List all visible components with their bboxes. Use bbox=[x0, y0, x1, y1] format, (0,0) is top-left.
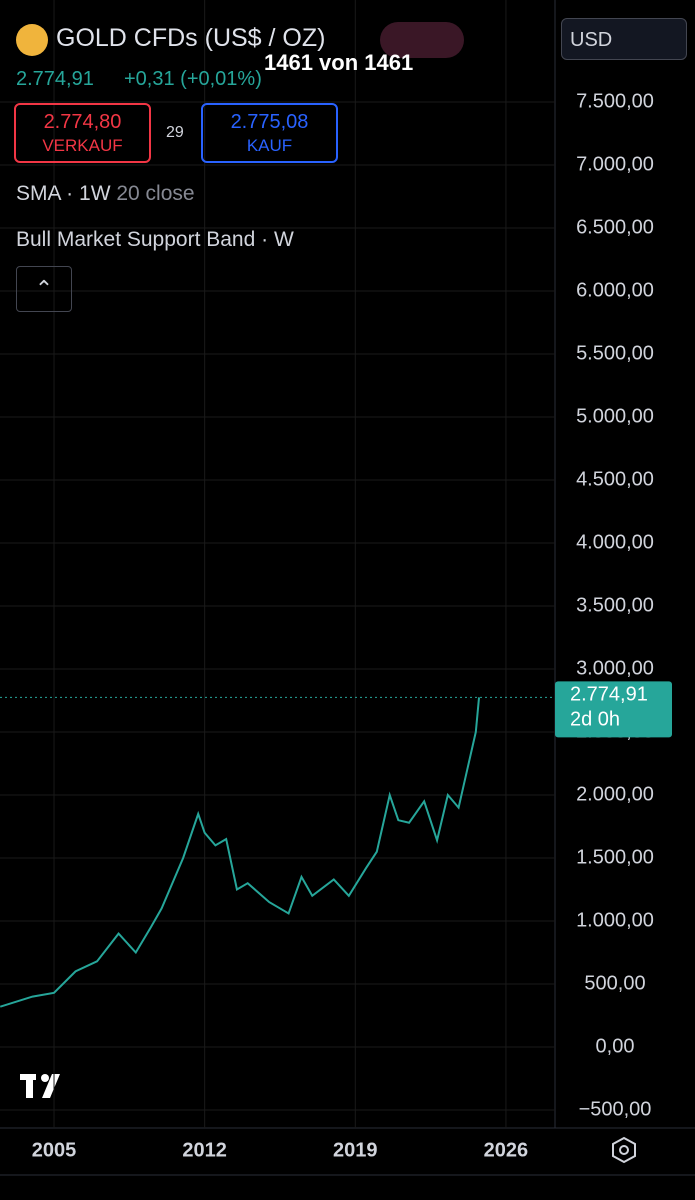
last-price-label: 2.774,91 bbox=[570, 684, 648, 706]
x-tick-label: 2019 bbox=[333, 1139, 378, 1161]
sell-price: 2.774,80 bbox=[43, 111, 122, 133]
y-tick-label: 3.000,00 bbox=[576, 657, 654, 679]
indicator-params: 20 close bbox=[116, 182, 195, 205]
y-tick-label: 5.500,00 bbox=[576, 342, 654, 364]
price-line bbox=[0, 697, 481, 1008]
currency-select[interactable]: USD bbox=[561, 18, 687, 60]
symbol-name[interactable]: GOLD CFDs (US$ / OZ) bbox=[56, 24, 326, 52]
y-tick-label: 7.000,00 bbox=[576, 153, 654, 175]
collapse-button[interactable]: ⌃ bbox=[16, 266, 72, 312]
y-tick-label: −500,00 bbox=[579, 1098, 652, 1120]
x-tick-label: 2012 bbox=[182, 1139, 227, 1161]
countdown-label: 2d 0h bbox=[570, 709, 620, 731]
logo bbox=[20, 1074, 60, 1098]
indicator-name: SMA · 1W bbox=[16, 182, 111, 205]
price-change: +0,31 (+0,01%) bbox=[124, 68, 262, 90]
y-tick-label: 3.500,00 bbox=[576, 594, 654, 616]
symbol-icon bbox=[16, 24, 48, 56]
bar-counter: 1461 von 1461 bbox=[264, 50, 414, 75]
y-tick-label: 7.500,00 bbox=[576, 90, 654, 112]
buy-price: 2.775,08 bbox=[230, 111, 309, 133]
buy-button[interactable]: 2.775,08 KAUF bbox=[201, 103, 338, 163]
y-tick-label: 0,00 bbox=[596, 1035, 635, 1057]
buy-label: KAUF bbox=[246, 136, 293, 155]
status-pill[interactable] bbox=[380, 22, 464, 58]
spread: 29 bbox=[166, 124, 184, 141]
indicator[interactable]: SMA · 1W 20 close bbox=[16, 182, 195, 206]
indicator[interactable]: Bull Market Support Band · W bbox=[16, 228, 294, 251]
settings-button[interactable] bbox=[612, 1136, 636, 1164]
y-tick-label: 5.000,00 bbox=[576, 405, 654, 427]
last-price-tag bbox=[555, 681, 672, 738]
y-tick-label: 6.500,00 bbox=[576, 216, 654, 238]
y-tick-label: 6.000,00 bbox=[576, 279, 654, 301]
sell-label: VERKAUF bbox=[42, 136, 123, 155]
x-tick-label: 2005 bbox=[32, 1139, 77, 1161]
y-tick-label: 1.000,00 bbox=[576, 909, 654, 931]
sell-button[interactable]: 2.774,80 VERKAUF bbox=[14, 103, 151, 163]
y-tick-label: 4.000,00 bbox=[576, 531, 654, 553]
y-tick-label: 1.500,00 bbox=[576, 846, 654, 868]
last-price: 2.774,91 bbox=[16, 68, 94, 90]
y-tick-label: 4.500,00 bbox=[576, 468, 654, 490]
y-tick-label: 2.000,00 bbox=[576, 783, 654, 805]
y-tick-label: 500,00 bbox=[584, 972, 645, 994]
x-tick-label: 2026 bbox=[484, 1139, 529, 1161]
